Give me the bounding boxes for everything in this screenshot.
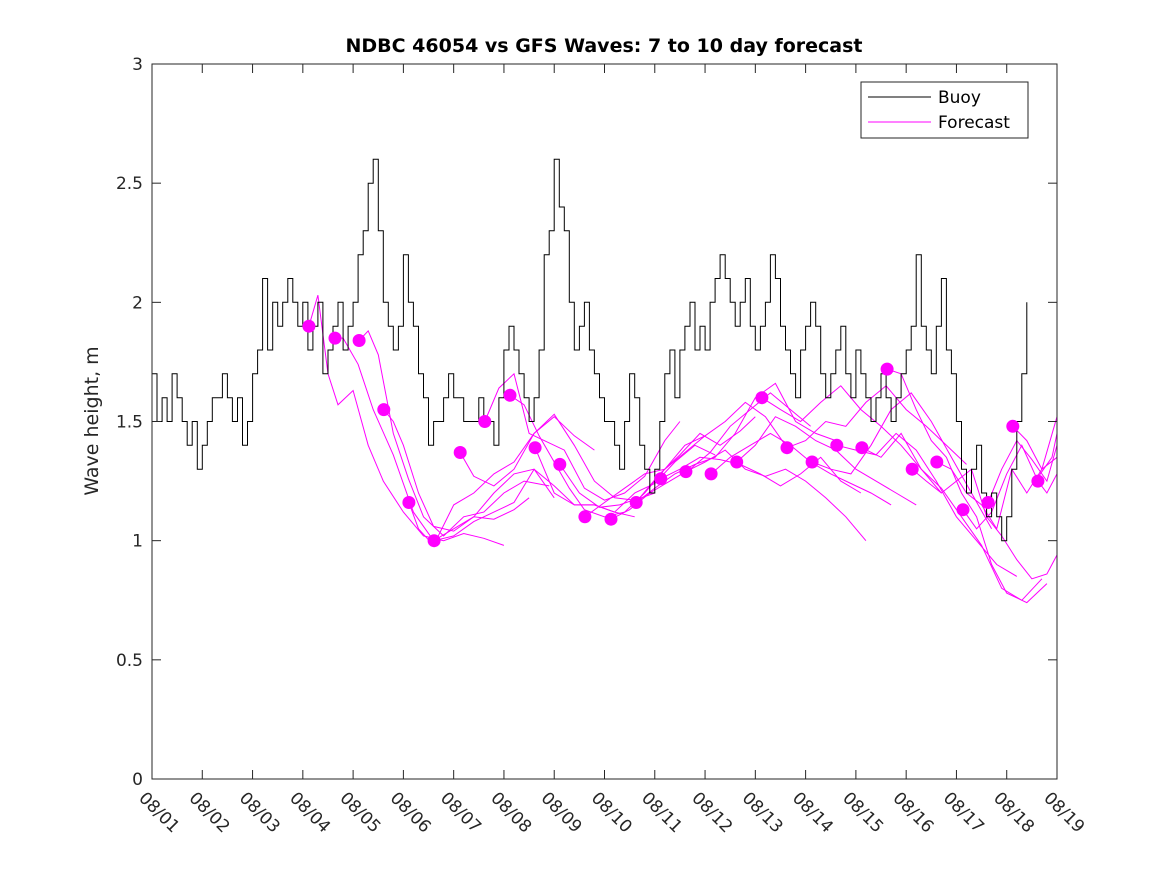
forecast-trace — [1012, 425, 1058, 470]
forecast-trace — [660, 456, 862, 494]
y-tick-label: 0.5 — [116, 651, 143, 671]
forecast-marker — [377, 403, 391, 417]
y-axis-label: Wave height, m — [81, 346, 103, 495]
forecast-marker — [328, 331, 342, 345]
legend-box — [860, 81, 1029, 139]
forecast-trace — [861, 432, 1043, 601]
forecast-trace — [962, 433, 1058, 530]
chart-title: NDBC 46054 vs GFS Waves: 7 to 10 day for… — [345, 35, 862, 57]
forecast-marker — [679, 465, 693, 479]
forecast-marker — [830, 438, 844, 452]
forecast-trace — [610, 392, 811, 520]
forecast-marker — [730, 455, 744, 469]
forecast-trace — [886, 368, 1048, 604]
forecast-marker — [855, 441, 869, 455]
forecast-marker — [930, 455, 944, 469]
forecast-marker — [654, 472, 668, 486]
forecast-trace — [710, 432, 892, 506]
y-tick-label: 0 — [132, 770, 143, 790]
forecast-trace — [786, 385, 967, 465]
forecast-marker — [1006, 419, 1020, 433]
forecast-marker — [503, 388, 517, 402]
forecast-marker — [528, 441, 542, 455]
forecast-marker — [880, 362, 894, 376]
forecast-trace — [335, 337, 530, 542]
forecast-trace — [811, 392, 993, 530]
forecast-marker — [478, 415, 492, 428]
forecast-marker — [1031, 474, 1045, 488]
buoy-line — [152, 158, 1028, 542]
forecast-marker — [956, 503, 970, 517]
forecast-trace — [584, 401, 786, 518]
forecast-marker — [427, 534, 441, 548]
forecast-marker — [352, 334, 366, 347]
buoy-series — [152, 158, 1028, 542]
forecast-marker — [578, 510, 592, 524]
legend-label-forecast: Forecast — [938, 113, 1010, 133]
forecast-markers — [302, 319, 1045, 548]
forecast-marker — [981, 496, 995, 509]
forecast-marker — [704, 467, 718, 481]
plot-area: 08/01 08/02 08/03 08/04 08/05 08/06 08/07 08/08… — [116, 55, 1088, 837]
forecast-marker — [402, 496, 416, 509]
forecast-marker — [453, 446, 467, 459]
forecast-marker — [780, 441, 794, 455]
forecast-trace — [459, 413, 655, 501]
forecast-marker — [553, 457, 567, 471]
forecast-trace — [685, 449, 867, 542]
forecast-marker — [604, 512, 618, 526]
legend: Buoy Forecast — [860, 81, 1029, 139]
forecast-trace — [383, 409, 555, 532]
forecast-trace — [736, 416, 917, 506]
forecast-marker — [755, 391, 769, 405]
forecast-trace — [484, 372, 681, 501]
y-tick-label: 2.5 — [116, 174, 143, 194]
forecast-trace — [987, 439, 1058, 503]
y-tick-label: 1.5 — [116, 413, 143, 433]
forecast-trace — [635, 382, 836, 503]
forecast-trace — [534, 444, 716, 513]
forecast-marker — [629, 496, 643, 509]
y-tick-label: 1 — [132, 532, 143, 552]
forecast-marker — [302, 319, 316, 333]
legend-label-buoy: Buoy — [938, 88, 981, 108]
forecast-marker — [805, 455, 819, 469]
y-axis: 0 0.5 1 1.5 2 2.5 3 — [116, 55, 1057, 790]
y-tick-label: 2 — [132, 293, 143, 313]
forecast-marker — [905, 462, 919, 476]
y-tick-label: 3 — [132, 55, 143, 75]
